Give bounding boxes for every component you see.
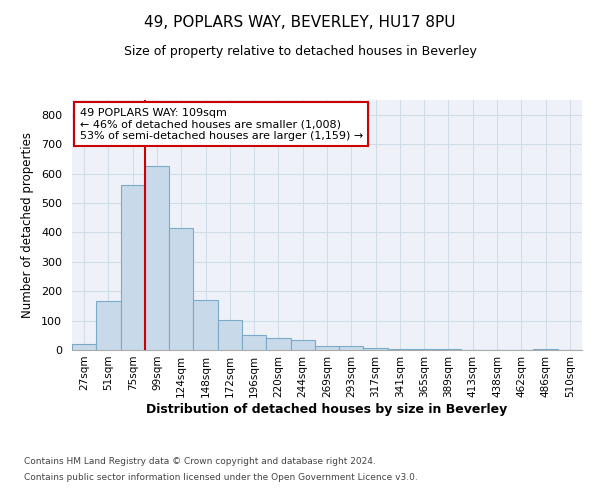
Y-axis label: Number of detached properties: Number of detached properties (21, 132, 34, 318)
Text: Size of property relative to detached houses in Beverley: Size of property relative to detached ho… (124, 45, 476, 58)
Text: 49, POPLARS WAY, BEVERLEY, HU17 8PU: 49, POPLARS WAY, BEVERLEY, HU17 8PU (144, 15, 456, 30)
Bar (339, 346, 364, 350)
Text: 49 POPLARS WAY: 109sqm
← 46% of detached houses are smaller (1,008)
53% of semi-: 49 POPLARS WAY: 109sqm ← 46% of detached… (80, 108, 363, 140)
Bar (388, 348, 412, 350)
Bar (364, 348, 388, 350)
Text: Contains HM Land Registry data © Crown copyright and database right 2024.: Contains HM Land Registry data © Crown c… (24, 458, 376, 466)
Text: Contains public sector information licensed under the Open Government Licence v3: Contains public sector information licen… (24, 472, 418, 482)
Bar (96, 302, 121, 350)
Text: Distribution of detached houses by size in Beverley: Distribution of detached houses by size … (146, 402, 508, 415)
Bar (242, 336, 266, 350)
Bar (412, 349, 436, 350)
Bar (315, 346, 339, 350)
Bar (193, 300, 218, 350)
Bar (72, 344, 96, 350)
Bar (266, 338, 290, 350)
Bar (218, 320, 242, 350)
Bar (533, 348, 558, 350)
Bar (290, 340, 315, 350)
Bar (145, 166, 169, 350)
Bar (169, 228, 193, 350)
Bar (121, 186, 145, 350)
